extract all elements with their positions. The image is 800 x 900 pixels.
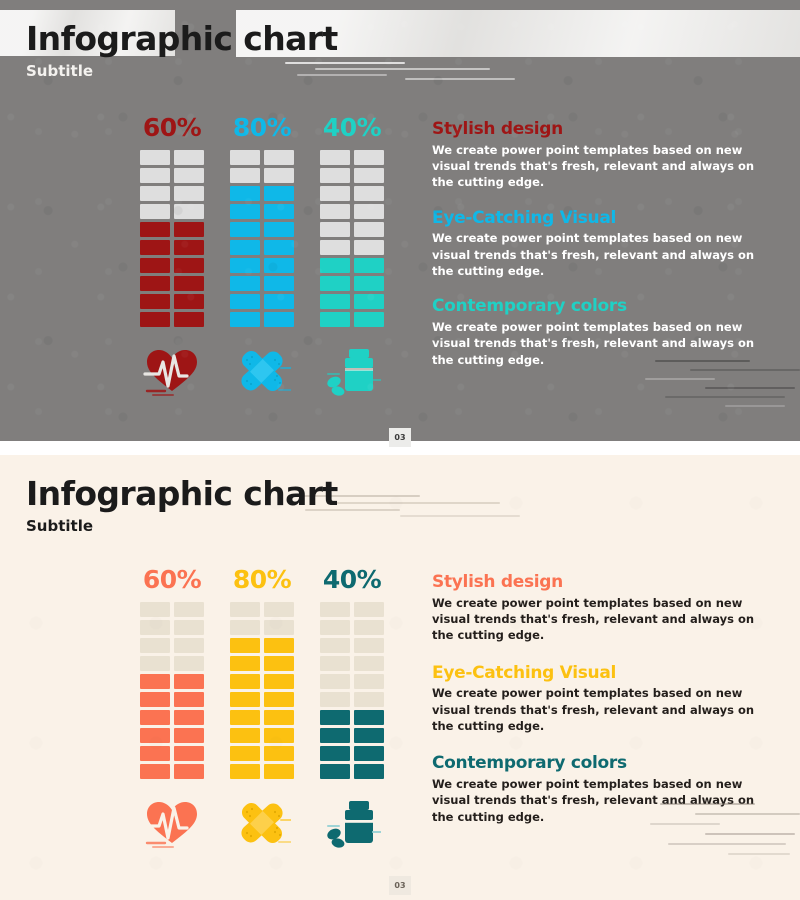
title-band-left — [0, 10, 175, 56]
bar-percent-label: 40% — [322, 565, 382, 594]
feature-heading: Eye-Catching Visual — [432, 207, 617, 228]
bar-column: 60% — [140, 115, 204, 327]
feature-heading: Contemporary colors — [432, 753, 627, 774]
icon-row-dark — [140, 345, 384, 397]
bar-column: 40% — [320, 567, 384, 779]
bar-stack — [230, 602, 294, 779]
bar-column: 60% — [140, 567, 204, 779]
slide-dark: Infographic chart Subtitle 60% 80% — [0, 0, 800, 455]
bar-stack — [140, 150, 204, 327]
text-column-light: Stylish design We create power point tem… — [432, 573, 762, 825]
feature-body: We create power point templates based on… — [432, 595, 755, 643]
slide-light: Infographic chart Subtitle 60% — [0, 455, 800, 900]
feature-body: We create power point templates based on… — [432, 686, 755, 734]
slide-header: Infographic chart Subtitle — [26, 22, 338, 79]
feature-body: We create power point templates based on… — [432, 231, 755, 279]
heart-pulse-icon — [140, 345, 204, 397]
bar-column: 80% — [230, 115, 294, 327]
page-number-badge: 03 — [389, 428, 411, 447]
bar-percent-label: 40% — [322, 113, 382, 142]
bar-percent-label: 80% — [232, 113, 292, 142]
pill-bottle-icon — [320, 797, 384, 849]
feature-block: Stylish design We create power point tem… — [432, 120, 762, 191]
bar-column: 40% — [320, 115, 384, 327]
feature-block: Contemporary colors We create power poin… — [432, 754, 762, 825]
bar-stack — [230, 150, 294, 327]
feature-heading: Stylish design — [432, 119, 563, 139]
page-subtitle: Subtitle — [26, 517, 94, 535]
feature-body: We create power point templates based on… — [432, 320, 755, 367]
title-band-right — [236, 10, 800, 57]
feature-heading: Contemporary colors — [432, 296, 627, 317]
page-title: Infographic chart — [26, 19, 338, 58]
feature-body: We create power point templates based on… — [432, 142, 755, 190]
heart-pulse-icon — [140, 797, 204, 849]
page-title: Infographic chart — [26, 474, 338, 513]
bar-chart-dark: 60% 80% — [140, 115, 384, 327]
feature-block: Eye-Catching Visual We create power poin… — [432, 207, 762, 280]
feature-block: Contemporary colors We create power poin… — [432, 297, 762, 368]
icon-row-light — [140, 797, 384, 849]
bar-percent-label: 60% — [142, 113, 202, 142]
slide-header: Infographic chart Subtitle — [26, 477, 338, 534]
feature-heading: Eye-Catching Visual — [432, 662, 617, 683]
pill-bottle-icon — [320, 345, 384, 397]
feature-block: Stylish design We create power point tem… — [432, 573, 762, 644]
bar-chart-light: 60% 80% — [140, 567, 384, 779]
bandage-cross-icon — [230, 797, 294, 849]
page-subtitle: Subtitle — [26, 62, 94, 80]
bar-stack — [320, 602, 384, 779]
slide-footer-bar — [0, 441, 800, 455]
page-number-badge: 03 — [389, 876, 411, 895]
bar-percent-label: 80% — [232, 565, 292, 594]
bar-percent-label: 60% — [142, 565, 202, 594]
feature-body: We create power point templates based on… — [432, 777, 755, 824]
bar-stack — [320, 150, 384, 327]
feature-block: Eye-Catching Visual We create power poin… — [432, 662, 762, 735]
feature-heading: Stylish design — [432, 572, 563, 592]
bar-stack — [140, 602, 204, 779]
bar-column: 80% — [230, 567, 294, 779]
bandage-cross-icon — [230, 345, 294, 397]
text-column-dark: Stylish design We create power point tem… — [432, 120, 762, 368]
